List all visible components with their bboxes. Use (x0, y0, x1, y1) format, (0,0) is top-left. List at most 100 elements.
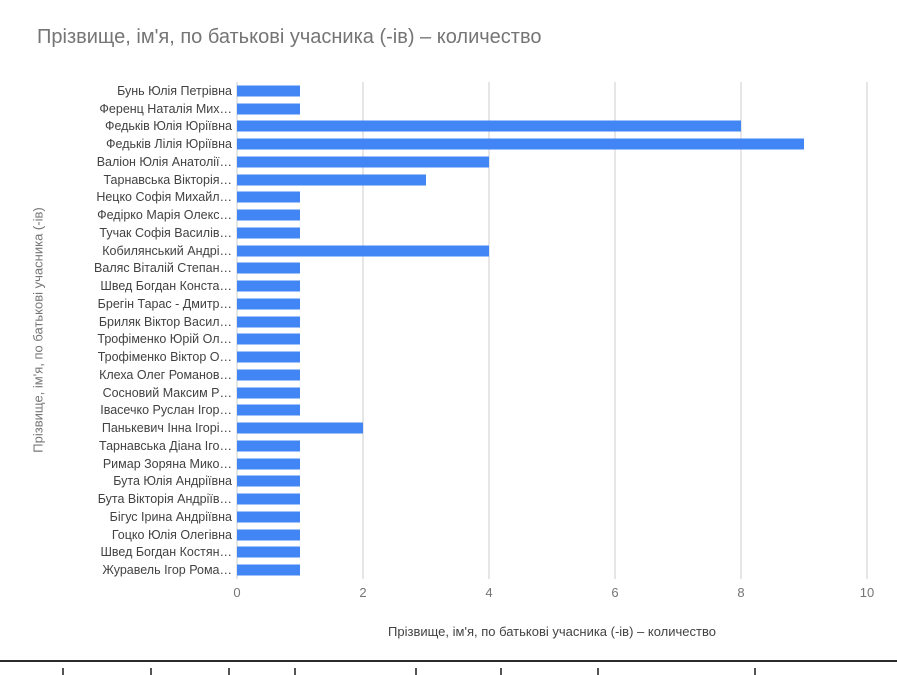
bar-row (237, 490, 867, 508)
y-axis-label: Федьків Юлія Юріївна (104, 119, 232, 134)
bar-row (237, 189, 867, 207)
bar-row (237, 455, 867, 473)
y-axis-label: Бігус Ірина Андріївна (109, 509, 232, 524)
y-axis-label: Трофіменко Юрій Ол… (97, 332, 232, 347)
y-axis-label: Клеха Олег Романов… (99, 367, 232, 382)
cropped-content-mark (754, 668, 756, 675)
bar[interactable] (237, 227, 300, 239)
cropped-content-mark (294, 668, 296, 675)
x-axis-tick-label: 4 (485, 585, 493, 600)
bar-row (237, 118, 867, 136)
gridlines (236, 82, 868, 579)
bar[interactable] (237, 120, 741, 132)
bar[interactable] (237, 333, 300, 345)
bar[interactable] (237, 138, 804, 150)
bar[interactable] (237, 458, 300, 470)
bar[interactable] (237, 174, 426, 186)
axis-baseline (236, 82, 238, 579)
cropped-content-mark (62, 668, 64, 675)
y-axis-label: Кобилянський Андрі… (102, 243, 232, 258)
bar-row (237, 206, 867, 224)
bar[interactable] (237, 103, 300, 115)
y-axis-label: Валіон Юлія Анатолії… (96, 154, 232, 169)
bar-row (237, 224, 867, 242)
x-axis-tick-label: 0 (233, 585, 241, 600)
gridline (614, 82, 616, 579)
bar[interactable] (237, 351, 300, 363)
bar[interactable] (237, 209, 300, 221)
gridline (740, 82, 742, 579)
bar[interactable] (237, 404, 300, 416)
cropped-content-mark (150, 668, 152, 675)
bar-row (237, 260, 867, 278)
y-axis-label: Федьків Лілія Юріївна (106, 137, 232, 152)
bar[interactable] (237, 245, 489, 257)
bar[interactable] (237, 298, 300, 310)
bar[interactable] (237, 387, 300, 399)
bar-row (237, 295, 867, 313)
y-axis-label: Ференц Наталія Мих… (99, 101, 232, 116)
bar[interactable] (237, 156, 489, 168)
bar-rows (237, 82, 867, 579)
y-axis-label: Панькевич Інна Ігорі… (101, 421, 232, 436)
bar[interactable] (237, 422, 363, 434)
y-axis-label: Тарнавська Діана Іго… (99, 438, 232, 453)
bar[interactable] (237, 511, 300, 523)
cropped-content-mark (597, 668, 599, 675)
y-axis-label: Федірко Марія Олекс… (97, 208, 232, 223)
bar-row (237, 402, 867, 420)
y-axis-label: Тарнавська Вікторія… (103, 172, 232, 187)
x-axis-tick-label: 10 (859, 585, 875, 600)
bar[interactable] (237, 493, 300, 505)
bar[interactable] (237, 564, 300, 576)
y-axis-label: Римар Зоряна Мико… (102, 456, 232, 471)
gridline (866, 82, 868, 579)
bar-row (237, 331, 867, 349)
bar[interactable] (237, 529, 300, 541)
bar-row (237, 508, 867, 526)
x-axis-ticks: 0 2 4 6 8 10 (233, 585, 874, 601)
bar-row (237, 313, 867, 331)
bar-row (237, 171, 867, 189)
gridline (488, 82, 490, 579)
y-axis-label: Сосновий Максим Р… (102, 385, 232, 400)
bar-row (237, 544, 867, 562)
bar-row (237, 100, 867, 118)
y-axis-label: Бунь Юлія Петрівна (117, 83, 232, 98)
plot-area (236, 82, 868, 579)
y-axis-label: Трофіменко Віктор О… (97, 350, 232, 365)
bar[interactable] (237, 191, 300, 203)
bar-row (237, 366, 867, 384)
y-axis-label: Швед Богдан Костян… (100, 545, 232, 560)
bar[interactable] (237, 440, 300, 452)
y-axis-title: Прізвище, ім'я, по батькові учасника (-і… (30, 207, 46, 453)
bar-row (237, 384, 867, 402)
bar-row (237, 419, 867, 437)
y-axis-label: Нецко Софія Михайл… (96, 190, 232, 205)
y-axis-label: Бута Вікторія Андріїв… (97, 492, 232, 507)
bar-row (237, 82, 867, 100)
y-axis-label: Бриляк Віктор Васил… (98, 314, 232, 329)
bar-row (237, 473, 867, 491)
x-axis-tick-label: 6 (611, 585, 619, 600)
bar[interactable] (237, 475, 300, 487)
bar[interactable] (237, 280, 300, 292)
bar-row (237, 348, 867, 366)
bar[interactable] (237, 316, 300, 328)
bar-row (237, 526, 867, 544)
bar[interactable] (237, 546, 300, 558)
chart-title: Прізвище, ім'я, по батькові учасника (-і… (37, 26, 542, 48)
y-axis-label: Журавель Ігор Рома… (102, 563, 232, 578)
bar[interactable] (237, 85, 300, 97)
y-axis-label: Гоцко Юлія Олегівна (111, 527, 232, 542)
bar[interactable] (237, 262, 300, 274)
bar[interactable] (237, 369, 300, 381)
x-axis-title: Прізвище, ім'я, по батькові учасника (-і… (388, 624, 716, 639)
cropped-bottom-row (0, 660, 897, 675)
bar-row (237, 437, 867, 455)
y-axis-label: Івасечко Руслан Ігор… (100, 403, 232, 418)
y-axis-label: Бута Юлія Андріївна (113, 474, 232, 489)
y-axis-label: Тучак Софія Василів… (99, 225, 232, 240)
gridline (362, 82, 364, 579)
x-axis-tick-label: 8 (737, 585, 745, 600)
